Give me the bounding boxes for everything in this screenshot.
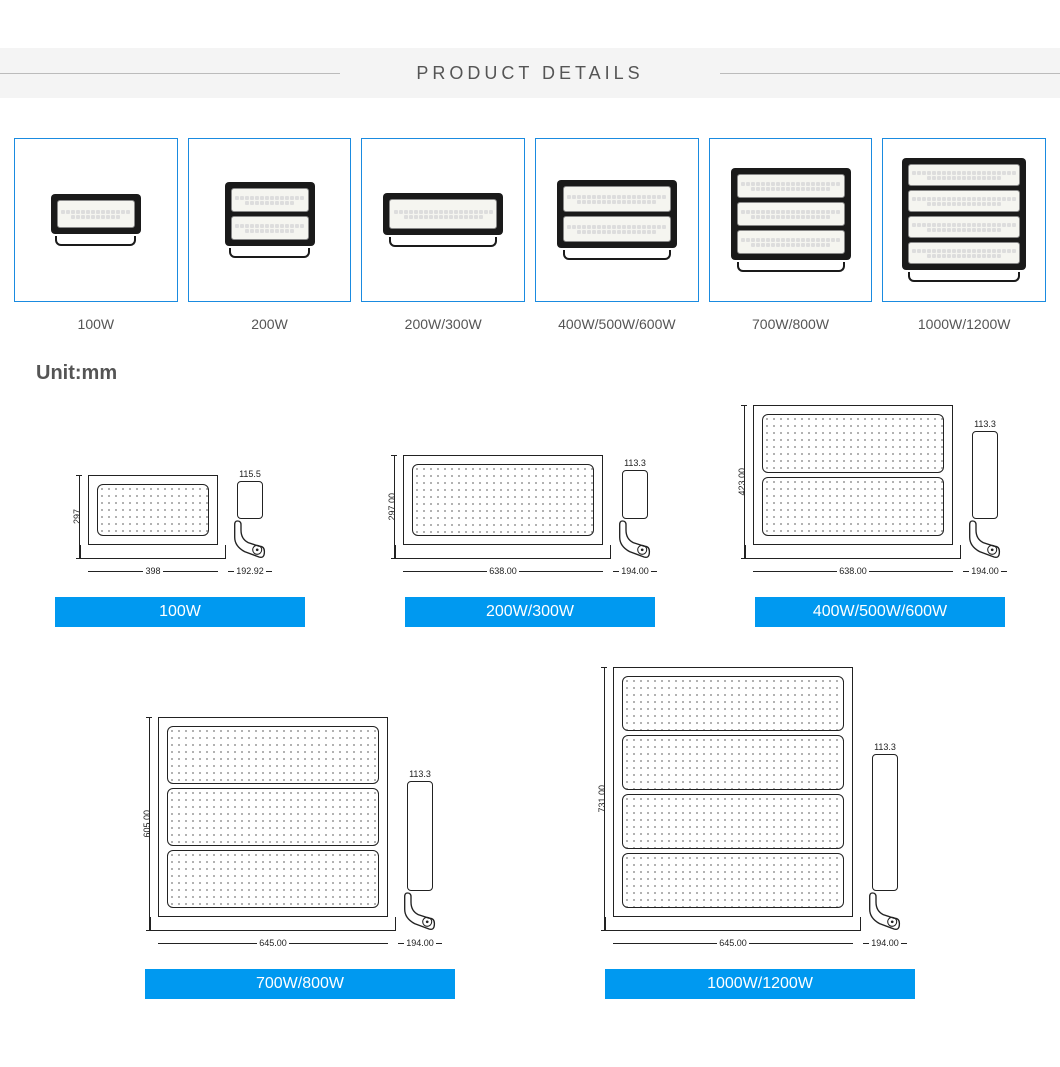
dimension-card: 297398 115.5 192.92 100W [20, 469, 340, 628]
variant-image-box [535, 138, 699, 302]
dimension-label-bar: 700W/800W [145, 969, 455, 999]
variant-label: 400W/500W/600W [558, 316, 676, 332]
dimension-side-bottom: 194.00 [398, 935, 442, 951]
dimension-width: 638.00 [403, 563, 603, 579]
variant-label: 1000W/1200W [918, 316, 1011, 332]
dimension-label-bar: 1000W/1200W [605, 969, 915, 999]
dimension-width: 645.00 [158, 935, 388, 951]
variant-image-box [361, 138, 525, 302]
dimension-label-bar: 100W [55, 597, 305, 627]
dimension-side-top: 115.5 [239, 469, 261, 479]
variant-label: 200W/300W [405, 316, 482, 332]
dimension-row-2: 605.00645.00113.3194.00700W/800W731.0064… [0, 627, 1060, 1019]
dimension-height: 423.00 [733, 405, 751, 559]
dimension-side-bottom: 192.92 [228, 563, 272, 579]
bracket-icon [617, 519, 653, 559]
dimension-height: 297.00 [383, 455, 401, 559]
dimension-width: 638.00 [753, 563, 953, 579]
bracket-icon [867, 891, 903, 931]
variant-card: 1000W/1200W [882, 138, 1046, 332]
dimension-side-top: 113.3 [624, 458, 646, 468]
dimension-side-top: 113.3 [974, 419, 996, 429]
variant-row: 100W 200W 200W/300W 400W/500W/600W 700W/800W… [0, 98, 1060, 332]
dimension-label-bar: 400W/500W/600W [755, 597, 1005, 627]
dimension-side-bottom: 194.00 [613, 563, 657, 579]
section-header: PRODUCT DETAILS [0, 48, 1060, 98]
dimension-card: 731.00645.00 113.3 194.00 1000W/1200W [570, 667, 950, 999]
dimension-row-1: 297398115.5192.92100W297.00638.00113.319… [0, 385, 1060, 627]
variant-label: 700W/800W [752, 316, 829, 332]
variant-label: 200W [251, 316, 288, 332]
dimension-card: 423.00638.00 113.3 194.00 400W/500W/600W [720, 405, 1040, 627]
dimension-width: 398 [88, 563, 218, 579]
dimension-side-bottom: 194.00 [963, 563, 1007, 579]
dimension-card: 297.00638.00 113.3 194.00 200W/300W [370, 455, 690, 627]
variant-card: 200W [188, 138, 352, 332]
variant-label: 100W [78, 316, 115, 332]
variant-image-box [188, 138, 352, 302]
unit-label: Unit:mm [0, 332, 1060, 385]
variant-card: 400W/500W/600W [535, 138, 699, 332]
variant-card: 100W [14, 138, 178, 332]
variant-image-box [882, 138, 1046, 302]
dimension-label-bar: 200W/300W [405, 597, 655, 627]
bracket-icon [402, 891, 438, 931]
dimension-height: 731.00 [593, 667, 611, 931]
dimension-side-bottom: 194.00 [863, 935, 907, 951]
dimension-side-top: 113.3 [874, 742, 896, 752]
variant-card: 200W/300W [361, 138, 525, 332]
dimension-height: 297 [68, 475, 86, 559]
bracket-icon [232, 519, 268, 559]
bracket-icon [967, 519, 1003, 559]
variant-image-box [14, 138, 178, 302]
dimension-height: 605.00 [138, 717, 156, 931]
variant-card: 700W/800W [709, 138, 873, 332]
dimension-side-top: 113.3 [409, 769, 431, 779]
dimension-card: 605.00645.00 113.3 194.00 700W/800W [110, 717, 490, 999]
section-title: PRODUCT DETAILS [416, 63, 643, 84]
dimension-width: 645.00 [613, 935, 853, 951]
variant-image-box [709, 138, 873, 302]
